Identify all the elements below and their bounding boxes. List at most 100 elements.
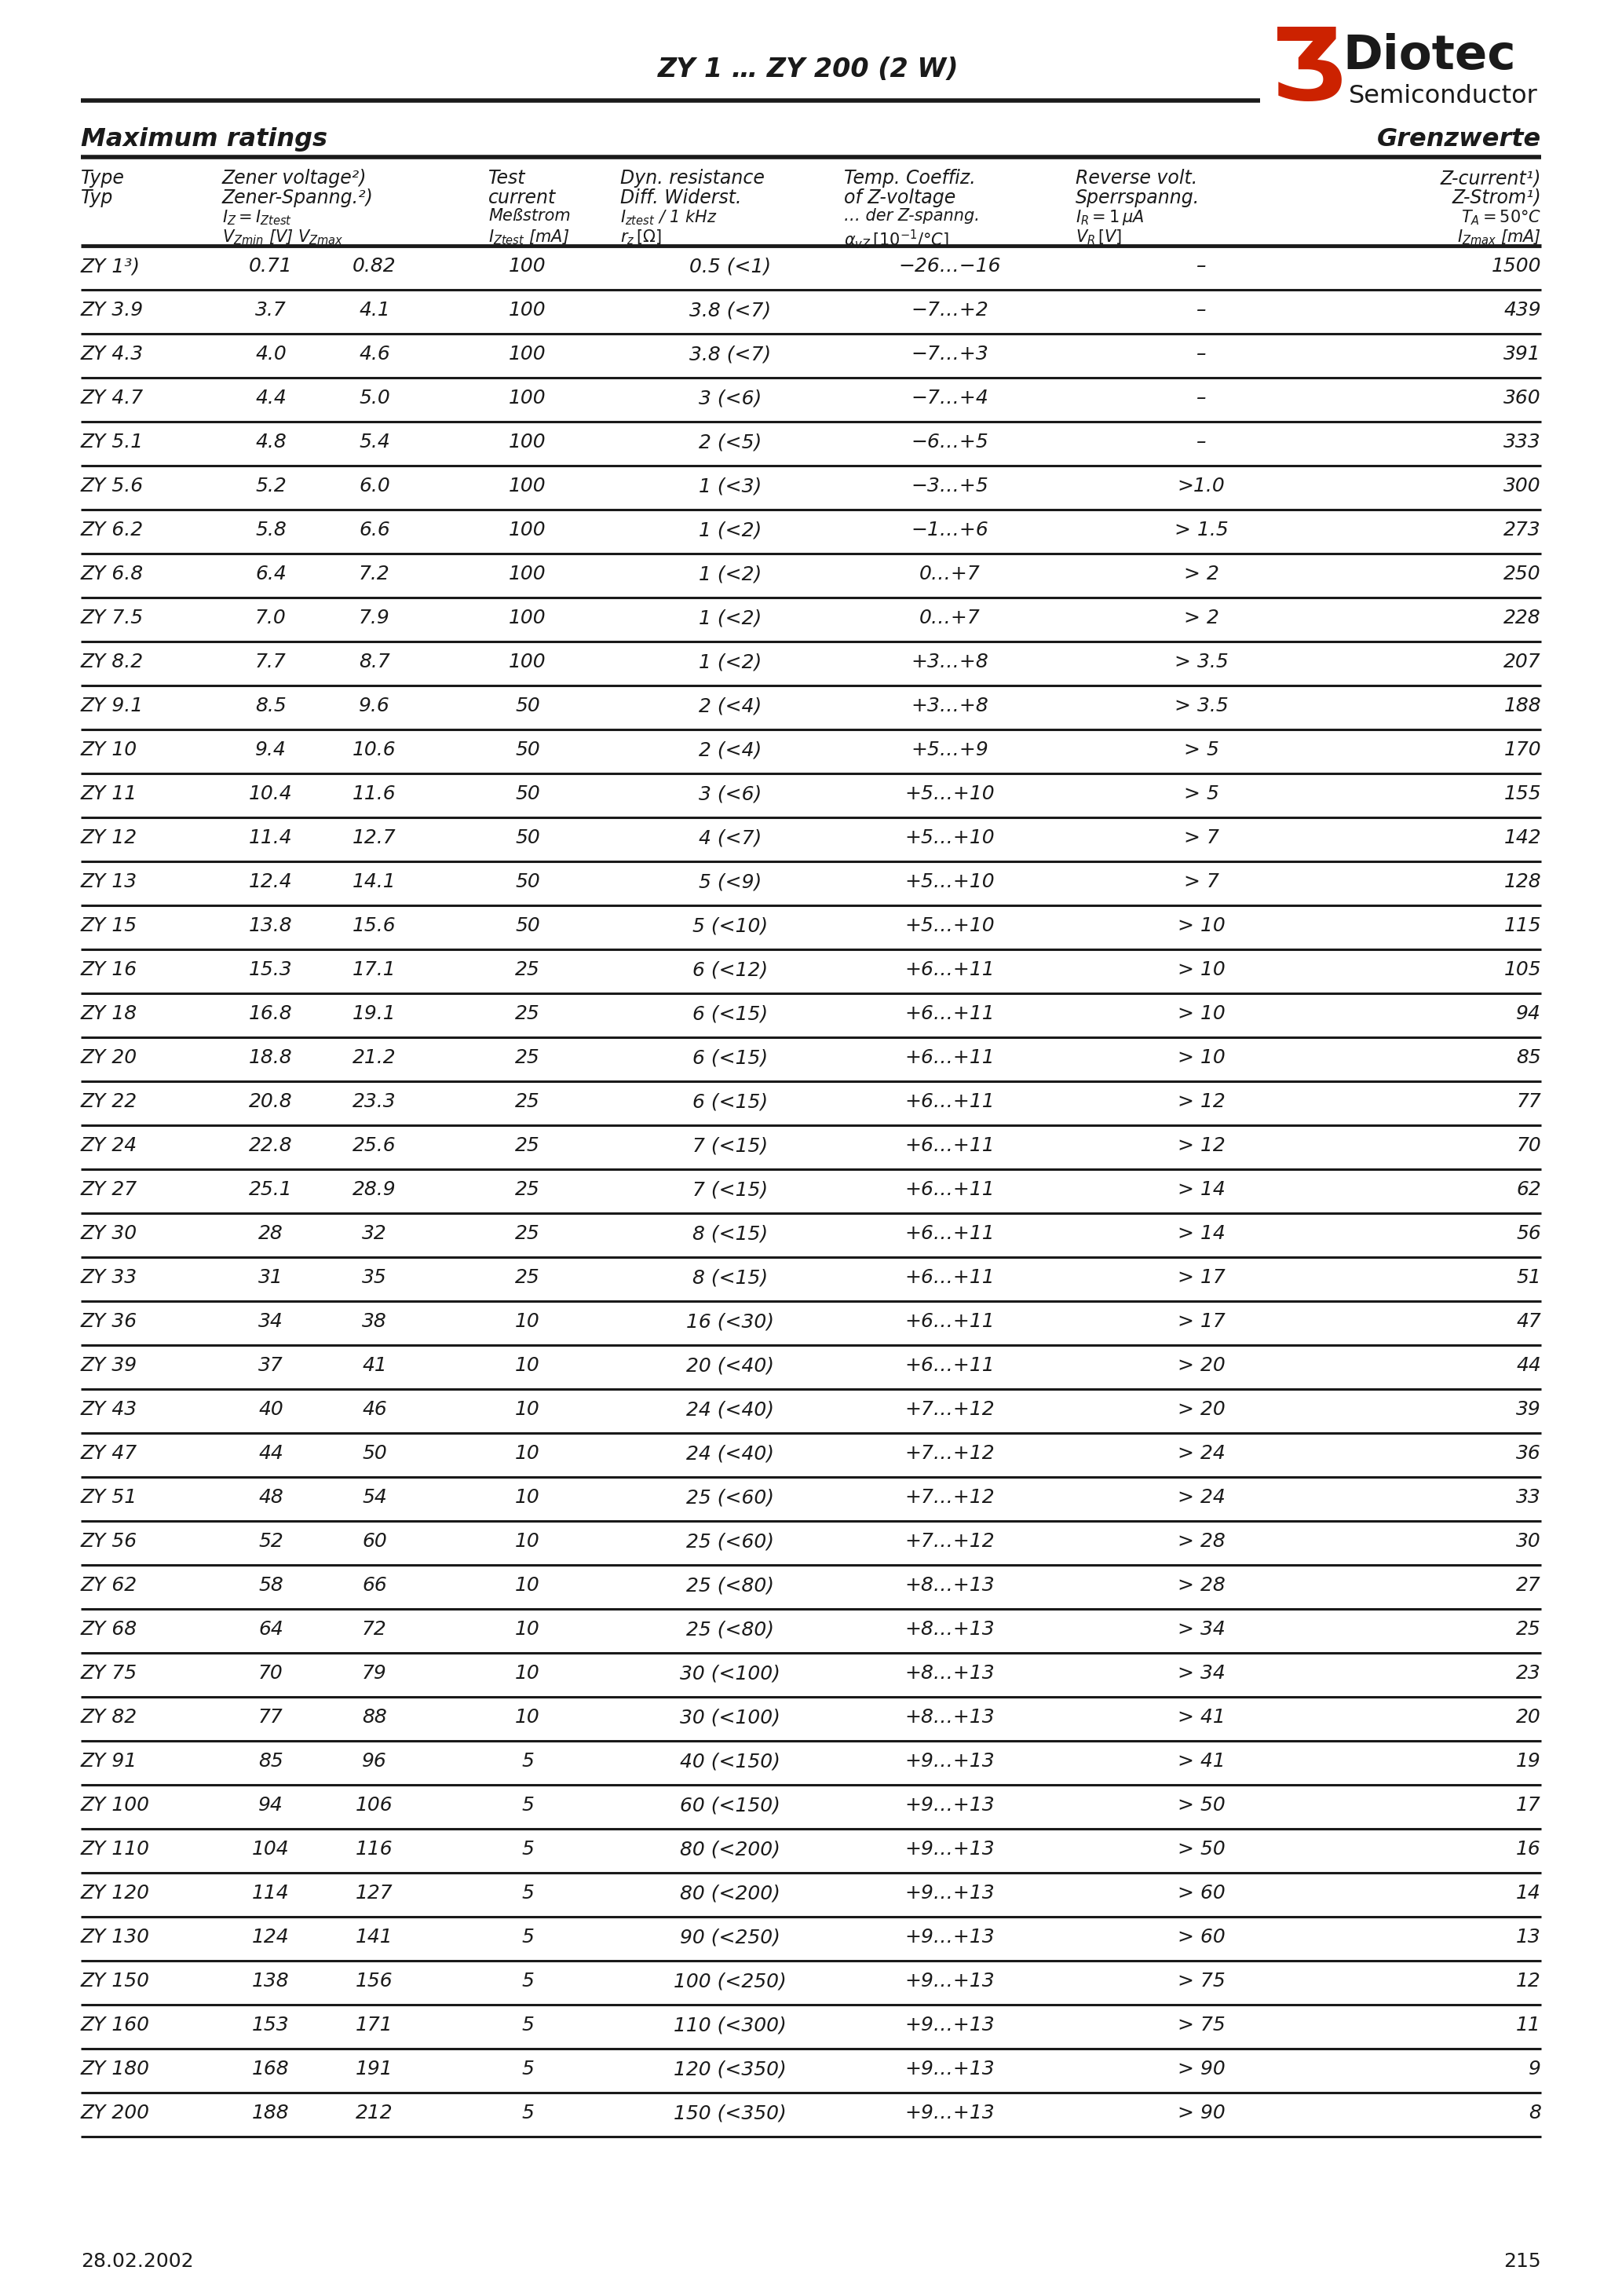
- Text: > 34: > 34: [1178, 1665, 1225, 1683]
- Text: >1.0: >1.0: [1178, 478, 1225, 496]
- Text: 25 (<80): 25 (<80): [686, 1621, 774, 1639]
- Text: +5…+10: +5…+10: [905, 916, 994, 934]
- Text: ZY 110: ZY 110: [81, 1839, 149, 1860]
- Text: 5.8: 5.8: [255, 521, 287, 540]
- Text: 27: 27: [1517, 1575, 1541, 1596]
- Text: > 12: > 12: [1178, 1137, 1225, 1155]
- Text: 25: 25: [516, 1006, 540, 1024]
- Text: 25: 25: [516, 1137, 540, 1155]
- Text: ZY 160: ZY 160: [81, 2016, 149, 2034]
- Text: −1…+6: −1…+6: [912, 521, 989, 540]
- Text: 20.8: 20.8: [250, 1093, 292, 1111]
- Text: +5…+10: +5…+10: [905, 829, 994, 847]
- Text: +6…+11: +6…+11: [905, 1006, 994, 1024]
- Text: 8.5: 8.5: [255, 696, 287, 716]
- Text: 105: 105: [1504, 960, 1541, 980]
- Text: +6…+11: +6…+11: [905, 1357, 994, 1375]
- Text: 114: 114: [251, 1885, 290, 1903]
- Text: > 75: > 75: [1178, 1972, 1225, 1991]
- Text: +9…+13: +9…+13: [905, 2016, 994, 2034]
- Text: 170: 170: [1504, 742, 1541, 760]
- Text: 7.2: 7.2: [358, 565, 391, 583]
- Text: 25: 25: [516, 1267, 540, 1288]
- Text: +6…+11: +6…+11: [905, 1313, 994, 1332]
- Text: 212: 212: [355, 2103, 393, 2124]
- Text: $V_R\,[V]$: $V_R\,[V]$: [1075, 227, 1122, 246]
- Text: 14: 14: [1517, 1885, 1541, 1903]
- Text: 1 (<2): 1 (<2): [699, 521, 762, 540]
- Text: 3.8 (<7): 3.8 (<7): [689, 344, 770, 363]
- Text: 77: 77: [1517, 1093, 1541, 1111]
- Text: 5.2: 5.2: [255, 478, 287, 496]
- Text: 17: 17: [1517, 1795, 1541, 1814]
- Text: 10: 10: [516, 1708, 540, 1727]
- Text: 3.7: 3.7: [255, 301, 287, 319]
- Text: +6…+11: +6…+11: [905, 1267, 994, 1288]
- Text: 142: 142: [1504, 829, 1541, 847]
- Text: 56: 56: [1517, 1224, 1541, 1242]
- Text: $\alpha_{vZ}\,[10^{-1}/°C]$: $\alpha_{vZ}\,[10^{-1}/°C]$: [843, 227, 949, 250]
- Text: 66: 66: [362, 1575, 388, 1596]
- Text: 10: 10: [516, 1401, 540, 1419]
- Text: 5: 5: [521, 1839, 534, 1860]
- Text: ZY 3.9: ZY 3.9: [81, 301, 144, 319]
- Text: +6…+11: +6…+11: [905, 1093, 994, 1111]
- Text: ZY 100: ZY 100: [81, 1795, 149, 1814]
- Text: 50: 50: [516, 785, 540, 804]
- Text: 5: 5: [521, 2103, 534, 2124]
- Text: ZY 200: ZY 200: [81, 2103, 149, 2124]
- Text: $T_A = 50°C$: $T_A = 50°C$: [1461, 209, 1541, 227]
- Text: 25 (<60): 25 (<60): [686, 1488, 774, 1506]
- Text: 85: 85: [258, 1752, 284, 1770]
- Text: +7…+12: +7…+12: [905, 1401, 994, 1419]
- Text: 110 (<300): 110 (<300): [673, 2016, 787, 2034]
- Text: 4 (<7): 4 (<7): [699, 829, 762, 847]
- Text: 5 (<9): 5 (<9): [699, 872, 762, 891]
- Text: 44: 44: [258, 1444, 284, 1463]
- Text: 168: 168: [251, 2060, 290, 2078]
- Text: 80 (<200): 80 (<200): [680, 1885, 780, 1903]
- Text: −7…+2: −7…+2: [912, 301, 989, 319]
- Text: 79: 79: [362, 1665, 388, 1683]
- Text: ZY 10: ZY 10: [81, 742, 138, 760]
- Text: 191: 191: [355, 2060, 393, 2078]
- Text: 6 (<15): 6 (<15): [693, 1093, 767, 1111]
- Text: 4.6: 4.6: [358, 344, 391, 363]
- Text: ZY 18: ZY 18: [81, 1006, 138, 1024]
- Text: 25: 25: [516, 1049, 540, 1068]
- Text: +5…+10: +5…+10: [905, 785, 994, 804]
- Text: > 10: > 10: [1178, 1049, 1225, 1068]
- Text: 18.8: 18.8: [250, 1049, 292, 1068]
- Text: $r_z\,[\Omega]$: $r_z\,[\Omega]$: [620, 227, 662, 246]
- Text: 19: 19: [1517, 1752, 1541, 1770]
- Text: > 50: > 50: [1178, 1795, 1225, 1814]
- Text: > 17: > 17: [1178, 1313, 1225, 1332]
- Text: 100: 100: [509, 521, 547, 540]
- Text: 156: 156: [355, 1972, 393, 1991]
- Text: ZY 9.1: ZY 9.1: [81, 696, 144, 716]
- Text: 77: 77: [258, 1708, 284, 1727]
- Text: 10.6: 10.6: [352, 742, 396, 760]
- Text: Grenzwerte: Grenzwerte: [1377, 126, 1541, 152]
- Text: 30 (<100): 30 (<100): [680, 1665, 780, 1683]
- Text: 30: 30: [1517, 1531, 1541, 1552]
- Text: 60: 60: [362, 1531, 388, 1552]
- Text: 62: 62: [1517, 1180, 1541, 1199]
- Text: 50: 50: [516, 872, 540, 891]
- Text: 96: 96: [362, 1752, 388, 1770]
- Text: +9…+13: +9…+13: [905, 1795, 994, 1814]
- Text: 16: 16: [1517, 1839, 1541, 1860]
- Text: +8…+13: +8…+13: [905, 1575, 994, 1596]
- Text: 40 (<150): 40 (<150): [680, 1752, 780, 1770]
- Text: 3 (<6): 3 (<6): [699, 785, 762, 804]
- Text: 34: 34: [258, 1313, 284, 1332]
- Text: 24 (<40): 24 (<40): [686, 1444, 774, 1463]
- Text: 64: 64: [258, 1621, 284, 1639]
- Text: ZY 6.8: ZY 6.8: [81, 565, 144, 583]
- Text: ZY 7.5: ZY 7.5: [81, 608, 144, 627]
- Text: 7.0: 7.0: [255, 608, 287, 627]
- Text: 0.71: 0.71: [250, 257, 292, 276]
- Text: 273: 273: [1504, 521, 1541, 540]
- Text: > 90: > 90: [1178, 2060, 1225, 2078]
- Text: 10: 10: [516, 1575, 540, 1596]
